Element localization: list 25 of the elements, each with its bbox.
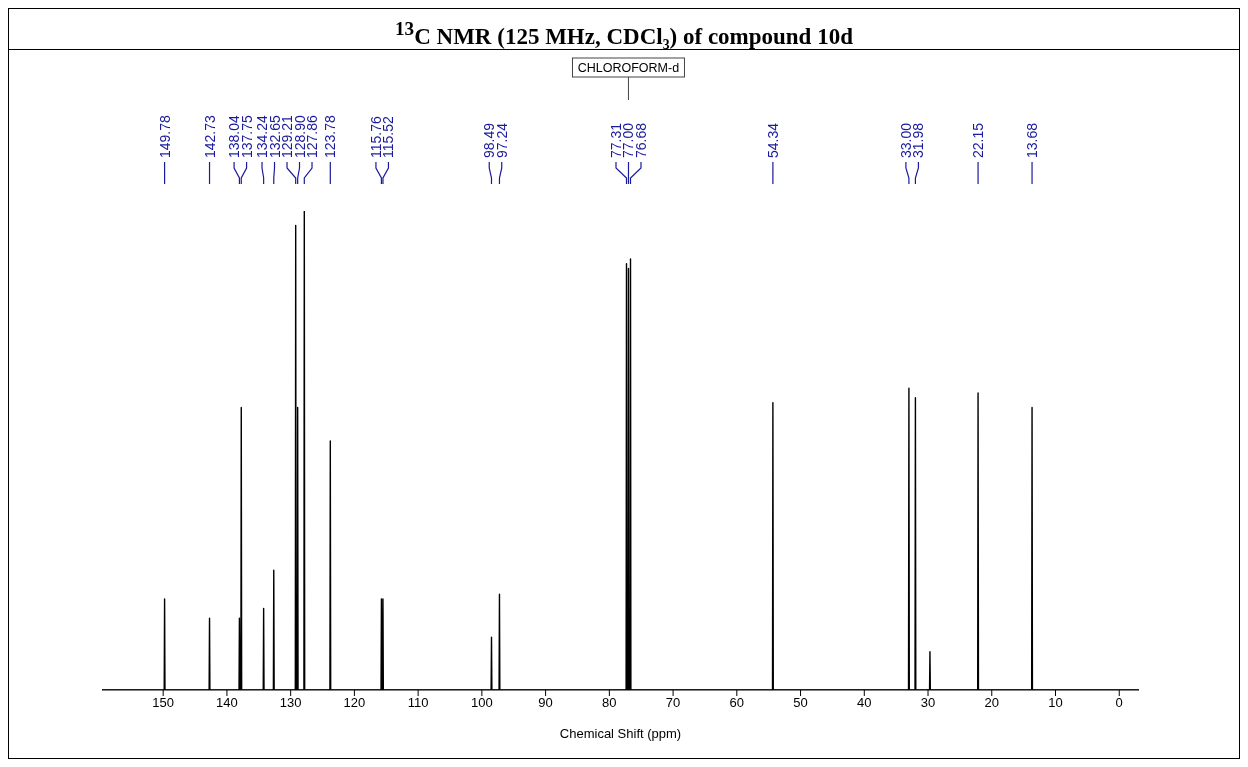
x-tick-label: 30 bbox=[920, 695, 936, 711]
x-tick-label: 60 bbox=[729, 695, 745, 711]
x-tick-label: 10 bbox=[1048, 695, 1063, 711]
x-tick-label: 150 bbox=[152, 695, 175, 711]
chart-title: $^{13}$C NMR (125 MHz, CDCl₃) of compound 10d bbox=[9, 9, 1239, 50]
x-tick-label: 110 bbox=[407, 695, 429, 711]
x-tick-label: 130 bbox=[279, 695, 302, 711]
annotation: 123.78 bbox=[322, 114, 339, 158]
annotation: 22.15 bbox=[970, 122, 987, 158]
x-tick-label: 0 bbox=[1115, 695, 1123, 711]
x-tick-label: 70 bbox=[665, 695, 681, 711]
x-tick-label: 20 bbox=[984, 695, 999, 711]
annotation: 149.78 bbox=[156, 114, 173, 158]
annotation: CHLOROFORM-d bbox=[577, 61, 680, 75]
x-tick-label: 140 bbox=[216, 695, 238, 711]
x-tick-label: 120 bbox=[343, 695, 366, 711]
x-axis-title: Chemical Shift (ppm) bbox=[559, 726, 682, 741]
x-tick-label: 80 bbox=[602, 695, 617, 711]
x-tick-label: 100 bbox=[471, 695, 493, 711]
annotation: 13.68 bbox=[1024, 122, 1041, 158]
x-tick-label: 40 bbox=[857, 695, 872, 711]
x-tick-label: 90 bbox=[538, 695, 553, 711]
x-tick-label: 50 bbox=[793, 695, 808, 711]
annotation: 54.34 bbox=[764, 122, 781, 158]
annotation: 142.73 bbox=[201, 114, 218, 158]
